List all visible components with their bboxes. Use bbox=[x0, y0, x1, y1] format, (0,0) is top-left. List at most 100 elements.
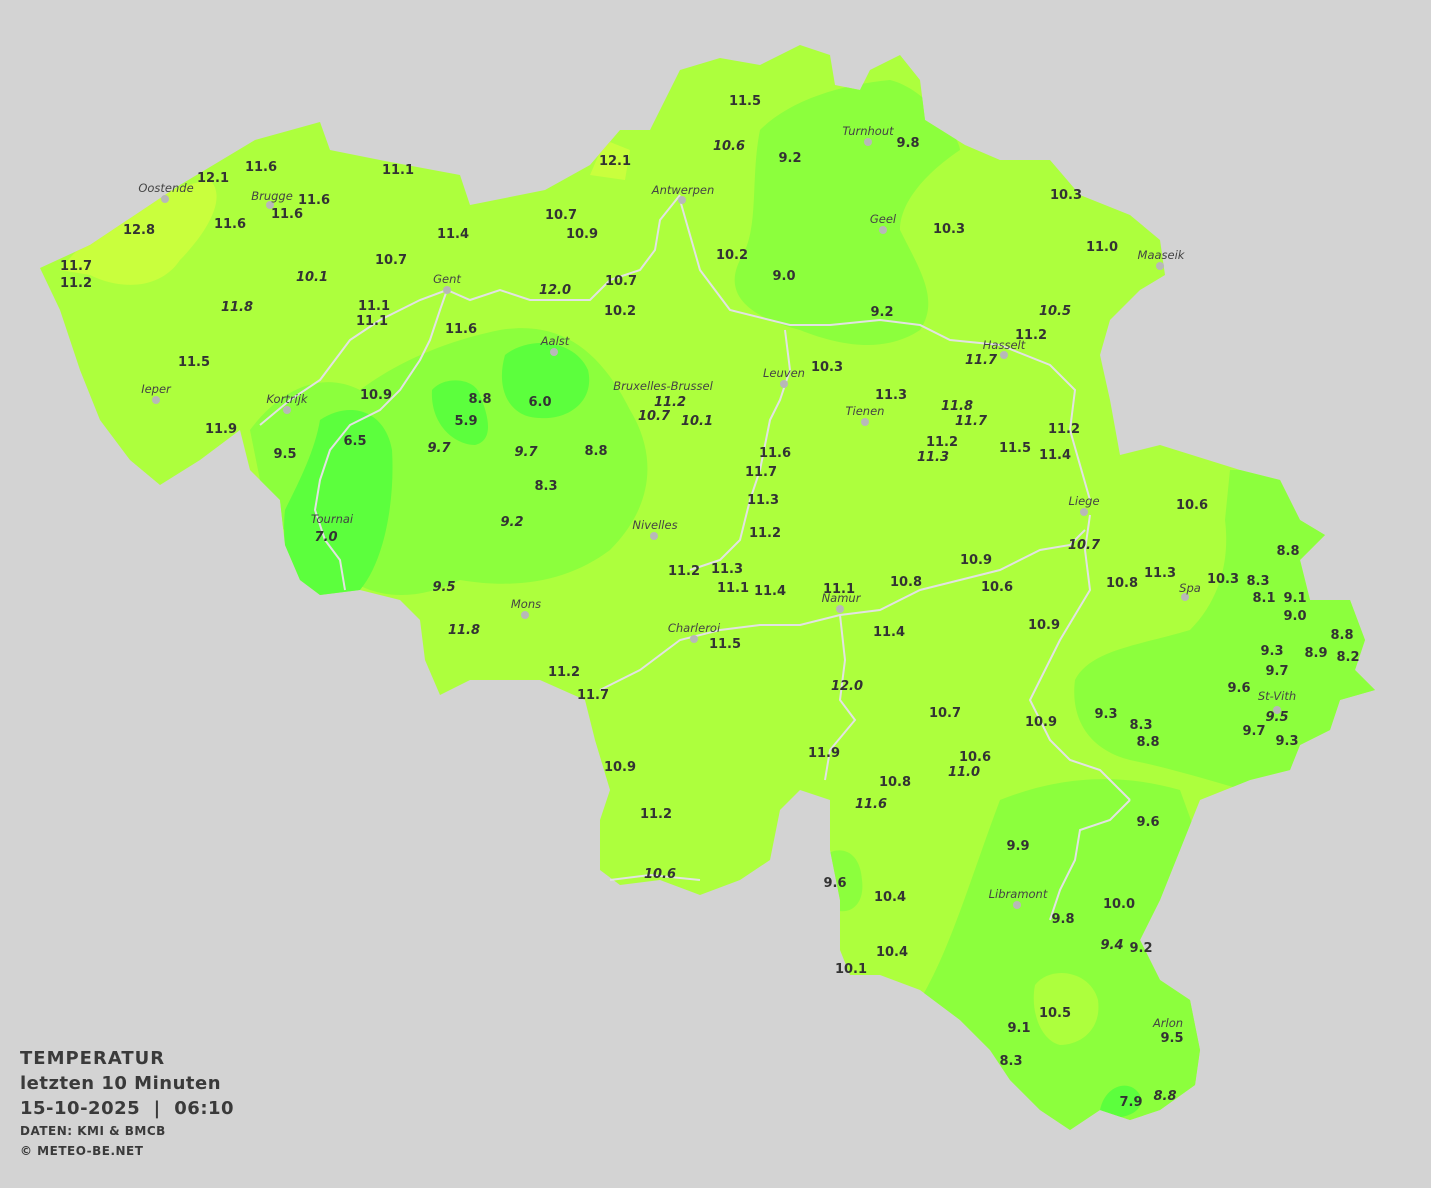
city-label: Antwerpen bbox=[651, 183, 715, 197]
station-temperature: 10.7 bbox=[545, 208, 577, 223]
station-temperature: 9.6 bbox=[823, 876, 846, 891]
city-dot-icon bbox=[864, 138, 872, 146]
river-semois bbox=[1049, 799, 1131, 921]
station-temperature: 11.7 bbox=[60, 259, 92, 274]
station-temperature: 8.3 bbox=[999, 1054, 1022, 1069]
station-temperature: 11.3 bbox=[747, 493, 779, 508]
station-temperature: 11.2 bbox=[1048, 422, 1080, 437]
city-dot-icon bbox=[690, 635, 698, 643]
station-temperature: 11.4 bbox=[437, 227, 469, 242]
city-label: Geel bbox=[870, 212, 897, 226]
station-temperature: 11.1 bbox=[717, 581, 749, 596]
city-label: Liege bbox=[1068, 494, 1099, 508]
city-label: Tienen bbox=[846, 404, 885, 418]
station-temperature: 11.2 bbox=[668, 564, 700, 579]
legend-datetime: 15-10-2025 | 06:10 bbox=[20, 1098, 235, 1119]
station-temperature: 10.8 bbox=[879, 775, 911, 790]
station-temperature: 11.2 bbox=[640, 807, 672, 822]
station-temperature: 10.9 bbox=[1025, 715, 1057, 730]
legend-subtitle: letzten 10 Minuten bbox=[20, 1073, 222, 1094]
station-temperature: 11.2 bbox=[60, 276, 92, 291]
station-temperature: 9.7 bbox=[1242, 724, 1265, 739]
map-legend: TEMPERATUR letzten 10 Minuten 15-10-2025… bbox=[20, 1046, 234, 1161]
rivers bbox=[259, 194, 1131, 921]
station-temperature: 10.1 bbox=[681, 414, 713, 429]
city-dot-icon bbox=[1181, 593, 1189, 601]
station-temperature: 10.7 bbox=[929, 706, 961, 721]
station-temperature: 8.3 bbox=[534, 479, 557, 494]
station-temperature: 10.9 bbox=[604, 760, 636, 775]
station-temperature: 10.9 bbox=[566, 227, 598, 242]
station-temperature: 11.2 bbox=[749, 526, 781, 541]
station-temperature: 9.2 bbox=[870, 305, 893, 320]
city-dot-icon bbox=[836, 605, 844, 613]
station-temperature: 10.5 bbox=[1039, 304, 1071, 319]
city-dot-icon bbox=[678, 196, 686, 204]
station-temperature: 9.3 bbox=[1260, 644, 1283, 659]
city-dot-icon bbox=[1000, 351, 1008, 359]
zone-cold-aalst bbox=[501, 343, 590, 419]
zone-cold-ninove bbox=[431, 380, 489, 445]
station-temperature: 11.0 bbox=[948, 765, 980, 780]
city-dot-icon bbox=[550, 348, 558, 356]
belgium-land bbox=[40, 45, 1375, 1130]
station-temperature: 12.1 bbox=[599, 154, 631, 169]
city-label: Maaseik bbox=[1138, 248, 1186, 262]
station-temperature: 8.8 bbox=[468, 392, 491, 407]
station-temperature: 11.5 bbox=[709, 637, 741, 652]
station-temperature: 11.3 bbox=[917, 450, 949, 465]
city-label: Leuven bbox=[763, 366, 805, 380]
station-temperature: 11.6 bbox=[759, 446, 791, 461]
river-dijle bbox=[689, 329, 792, 571]
station-temperature: 9.2 bbox=[500, 515, 523, 530]
station-temperature: 11.7 bbox=[577, 688, 609, 703]
city-label: Bruxelles-Brussel bbox=[613, 379, 713, 393]
city-dot-icon bbox=[152, 396, 160, 404]
station-temperature: 10.5 bbox=[1039, 1006, 1071, 1021]
station-temperature: 10.6 bbox=[1176, 498, 1208, 513]
city-label: Oostende bbox=[138, 181, 193, 195]
city-label: Nivelles bbox=[632, 518, 677, 532]
station-temperature: 9.5 bbox=[432, 580, 455, 595]
city-label: Charleroi bbox=[668, 621, 721, 635]
station-temperature: 11.0 bbox=[1086, 240, 1118, 255]
station-temperature: 12.1 bbox=[197, 171, 229, 186]
city-dot-icon bbox=[1273, 706, 1281, 714]
station-temperature: 9.5 bbox=[1160, 1031, 1183, 1046]
station-temperature: 10.6 bbox=[713, 139, 745, 154]
station-temperature: 8.8 bbox=[584, 444, 607, 459]
station-temperature: 10.3 bbox=[811, 360, 843, 375]
station-temperature: 9.0 bbox=[772, 269, 795, 284]
station-temperature: 9.3 bbox=[1275, 734, 1298, 749]
station-temperature: 11.6 bbox=[445, 322, 477, 337]
zone-cold-tournai bbox=[284, 410, 393, 600]
city-label: Turnhout bbox=[842, 124, 894, 138]
station-temperature: 10.7 bbox=[1068, 538, 1101, 553]
city-label: Kortrijk bbox=[266, 392, 309, 406]
city-dot-icon bbox=[861, 418, 869, 426]
city-label: Mons bbox=[511, 597, 541, 611]
station-temperature: 12.0 bbox=[831, 679, 863, 694]
station-temperature: 9.0 bbox=[1283, 609, 1306, 624]
legend-source: DATEN: KMI & BMCB bbox=[20, 1124, 166, 1138]
station-values: 11.510.69.29.811.612.111.112.111.611.611… bbox=[60, 94, 1360, 1110]
station-temperature: 11.1 bbox=[382, 163, 414, 178]
station-temperature: 10.7 bbox=[375, 253, 407, 268]
station-temperature: 11.6 bbox=[298, 193, 330, 208]
station-temperature: 10.6 bbox=[981, 580, 1013, 595]
city-label: Hasselt bbox=[983, 338, 1026, 352]
station-temperature: 10.7 bbox=[638, 409, 671, 424]
station-temperature: 10.7 bbox=[605, 274, 637, 289]
station-temperature: 10.8 bbox=[1106, 576, 1138, 591]
station-temperature: 10.6 bbox=[959, 750, 991, 765]
city-label: Gent bbox=[433, 272, 461, 286]
station-temperature: 9.1 bbox=[1283, 591, 1306, 606]
zone-warm-coast bbox=[60, 180, 217, 285]
station-temperature: 8.1 bbox=[1252, 591, 1275, 606]
station-temperature: 8.8 bbox=[1136, 735, 1159, 750]
station-temperature: 11.7 bbox=[955, 414, 988, 429]
city-dot-icon bbox=[283, 406, 291, 414]
station-temperature: 5.9 bbox=[454, 414, 477, 429]
zone-warm-scheldt bbox=[590, 140, 630, 180]
station-temperature: 11.5 bbox=[729, 94, 761, 109]
